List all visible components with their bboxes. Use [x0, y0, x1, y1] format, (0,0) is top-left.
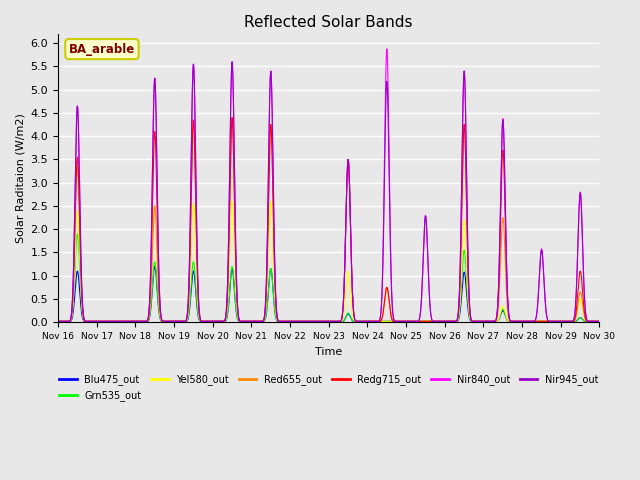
Text: BA_arable: BA_arable [69, 43, 135, 56]
Title: Reflected Solar Bands: Reflected Solar Bands [244, 15, 413, 30]
Y-axis label: Solar Raditaion (W/m2): Solar Raditaion (W/m2) [15, 113, 25, 243]
X-axis label: Time: Time [315, 347, 342, 357]
Legend: Blu475_out, Grn535_out, Yel580_out, Red655_out, Redg715_out, Nir840_out, Nir945_: Blu475_out, Grn535_out, Yel580_out, Red6… [55, 371, 602, 405]
